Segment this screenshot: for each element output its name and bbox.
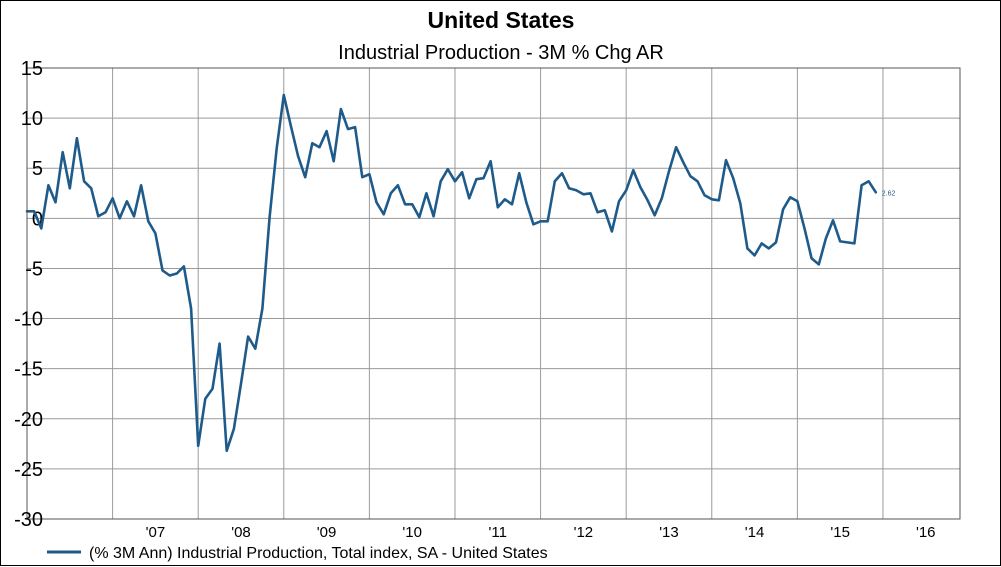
y-tick-label: -10 (14, 309, 43, 331)
x-tick-label: '13 (659, 524, 679, 541)
x-tick-label: '08 (231, 524, 251, 541)
y-tick-label: -20 (14, 409, 43, 431)
series-layer (25, 93, 878, 453)
last-value-label: 2.62 (882, 190, 896, 197)
y-tick-label: -25 (14, 459, 43, 481)
y-tick-label: -30 (14, 509, 43, 531)
x-tick-label: '07 (146, 524, 166, 541)
chart-subtitle: Industrial Production - 3M % Chg AR (338, 42, 664, 64)
y-tick-label: 10 (21, 108, 43, 130)
grid-lines (27, 67, 960, 520)
x-tick-label: '16 (916, 524, 936, 541)
chart-title: United States (428, 7, 575, 33)
legend-entry: (% 3M Ann) Industrial Production, Total … (89, 545, 548, 562)
plot-area-border (26, 67, 961, 520)
y-tick-label: 5 (32, 158, 43, 180)
x-tick-label: '09 (317, 524, 337, 541)
legend: (% 3M Ann) Industrial Production, Total … (47, 545, 548, 562)
x-tick-label: '12 (574, 524, 594, 541)
x-tick-label: '11 (489, 524, 507, 541)
x-axis: '07 '08 '09 '10 '11 '12 '13 '14 '15 '16 (146, 524, 936, 541)
y-tick-label: -5 (25, 258, 43, 280)
x-tick-label: '14 (745, 524, 765, 541)
y-tick-label: -15 (14, 359, 43, 381)
x-tick-label: '15 (830, 524, 850, 541)
x-tick-label: '10 (402, 524, 422, 541)
series-line-0 (25, 93, 878, 453)
y-tick-label: 15 (21, 58, 43, 80)
